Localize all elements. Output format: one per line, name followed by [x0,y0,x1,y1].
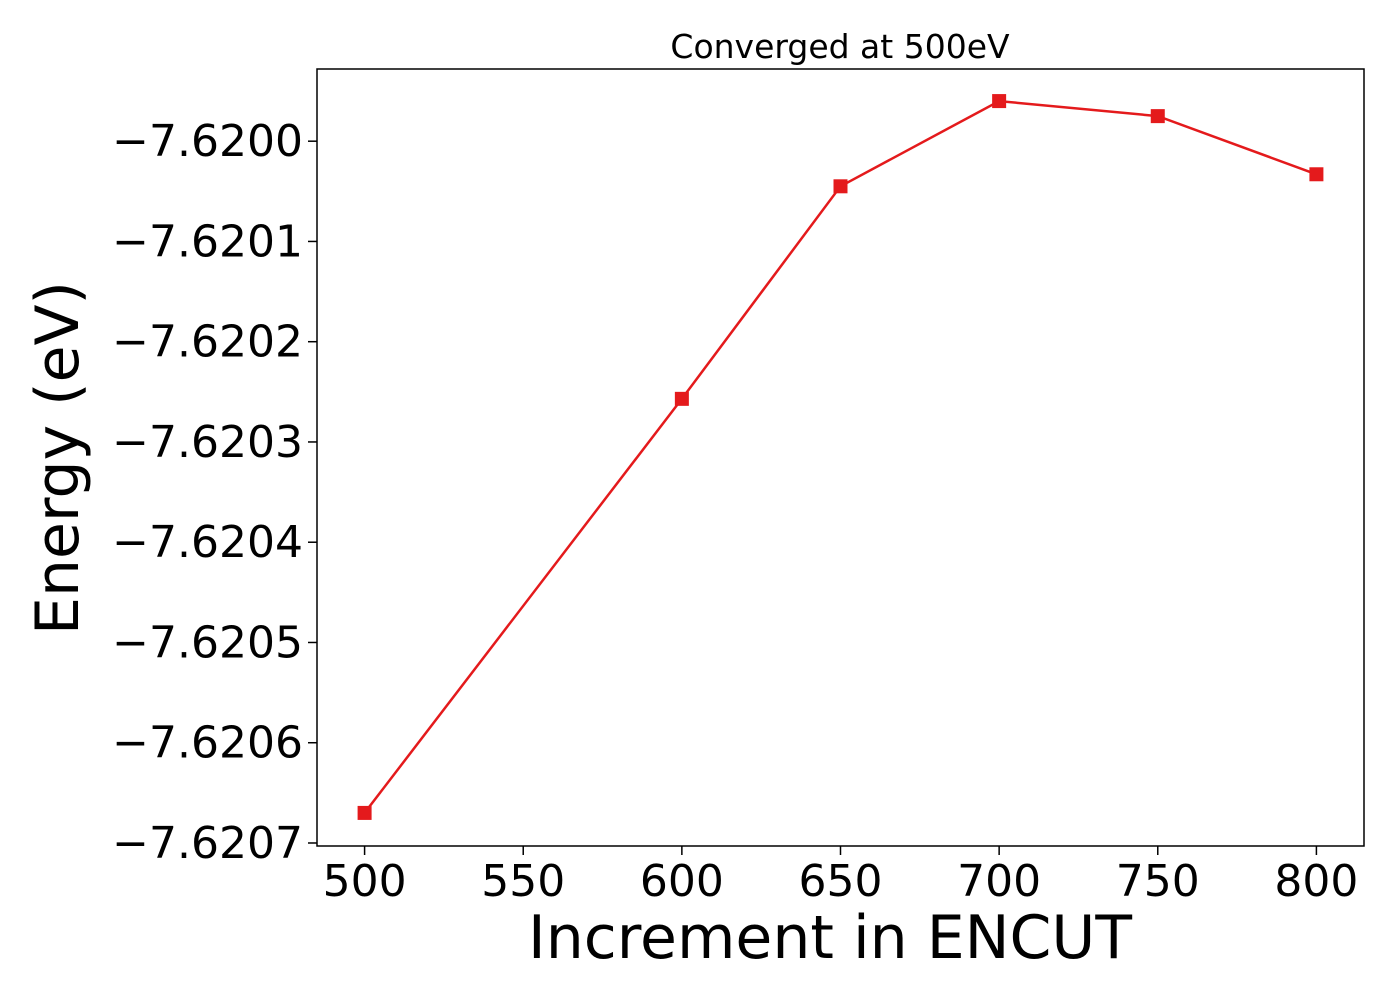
x-tick-label: 700 [957,856,1041,907]
y-axis: −7.6207 −7.6206 −7.6205 −7.6204 −7.6203 −7.62… [112,116,317,869]
x-tick-label: 650 [799,856,883,907]
y-tick-label: −7.6202 [112,317,303,368]
y-tick-label: −7.6203 [112,417,303,468]
series-layer [357,94,1324,820]
x-tick-label: 800 [1274,856,1358,907]
data-point [1309,167,1324,182]
series-line [363,99,1317,814]
chart-title: Converged at 500eV [670,27,1010,66]
x-tick-label: 750 [1116,856,1200,907]
y-tick-label: −7.6201 [112,216,303,267]
data-point [992,94,1007,109]
y-tick-label: −7.6205 [112,617,303,668]
y-tick-label: −7.6200 [112,116,303,167]
x-tick-label: 500 [323,856,407,907]
x-axis-label: Increment in ENCUT [528,903,1132,973]
data-point [674,391,689,406]
data-point [833,179,848,194]
data-point [1150,109,1165,124]
x-tick-label: 550 [481,856,565,907]
y-tick-label: −7.6207 [112,818,303,869]
y-axis-label: Energy (eV) [23,281,93,635]
data-point [357,805,372,820]
y-tick-label: −7.6206 [112,718,303,769]
x-axis: 500 550 600 650 700 750 800 [323,846,1358,907]
y-tick-label: −7.6204 [112,517,303,568]
x-tick-label: 600 [640,856,724,907]
